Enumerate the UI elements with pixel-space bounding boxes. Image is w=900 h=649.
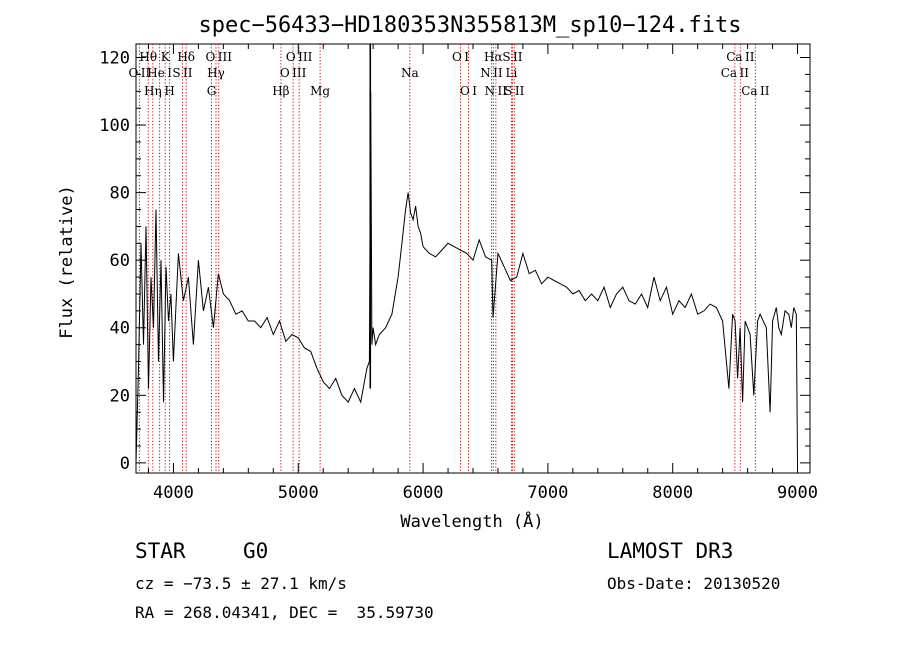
- y-tick-label: 80: [110, 184, 130, 204]
- line-label: K: [161, 50, 171, 64]
- x-tick-label: 7000: [527, 483, 568, 503]
- x-axis-label: Wavelength (Å): [400, 510, 543, 532]
- line-label: S II: [502, 50, 522, 64]
- x-tick-label: 9000: [777, 483, 818, 503]
- line-label: H: [164, 84, 174, 98]
- line-label: Hβ: [272, 84, 289, 98]
- line-label: O I: [460, 84, 477, 98]
- survey-name: LAMOST DR3: [607, 539, 734, 563]
- obs-date: Obs-Date: 20130520: [607, 574, 781, 593]
- spectrum-series: [135, 91, 798, 463]
- y-tick-label: 60: [110, 251, 130, 271]
- subclass: G0: [243, 539, 269, 563]
- line-label: O I: [452, 50, 469, 64]
- line-label: Hγ: [207, 66, 225, 80]
- chart-title: spec−56433−HD180353N355813M_sp10−124.fit…: [198, 13, 741, 38]
- line-label: Hα: [484, 50, 503, 64]
- line-label: O II: [129, 66, 151, 80]
- x-tick-label: 8000: [652, 483, 693, 503]
- y-tick-label: 120: [99, 49, 130, 69]
- line-label: O III: [206, 50, 233, 64]
- x-tick-label: 6000: [403, 483, 444, 503]
- spectrum-line: [135, 91, 798, 463]
- y-tick-label: 100: [99, 116, 130, 136]
- line-label: Mg: [310, 84, 330, 98]
- y-tick-label: 40: [110, 319, 130, 339]
- line-label: G: [207, 84, 217, 98]
- coordinates: RA = 268.04341, DEC = 35.59730: [135, 603, 434, 622]
- line-label: Na: [401, 66, 419, 80]
- line-label: N II: [480, 66, 503, 80]
- line-label: Hη: [144, 84, 162, 98]
- line-label: O III: [286, 50, 313, 64]
- line-label: Hθ: [139, 50, 157, 64]
- line-label: S II: [172, 66, 192, 80]
- line-markers: O II Hθ Hη He I K H S II Hδ G Hγ O III Hβ O III O III…: [129, 44, 770, 473]
- axis-ticks: 4000 5000 6000 7000 8000 9000 0 20 40 60 80 100 120: [99, 44, 818, 503]
- line-label: Ca II: [741, 84, 769, 98]
- x-tick-label: 4000: [153, 483, 194, 503]
- line-label: O III: [280, 66, 307, 80]
- y-tick-label: 0: [120, 454, 130, 474]
- y-tick-label: 20: [110, 386, 130, 406]
- line-label: Hδ: [177, 50, 195, 64]
- line-label: Ca II: [721, 66, 749, 80]
- line-label: He I: [147, 66, 172, 80]
- redshift-cz: cz = −73.5 ± 27.1 km/s: [135, 574, 347, 593]
- x-tick-label: 5000: [278, 483, 319, 503]
- line-label: N II: [485, 84, 508, 98]
- line-label: S II: [504, 84, 524, 98]
- object-type: STAR: [135, 539, 186, 563]
- line-label: Li: [506, 66, 518, 80]
- line-label: Ca II: [726, 50, 754, 64]
- y-axis-label: Flux (relative): [57, 185, 77, 339]
